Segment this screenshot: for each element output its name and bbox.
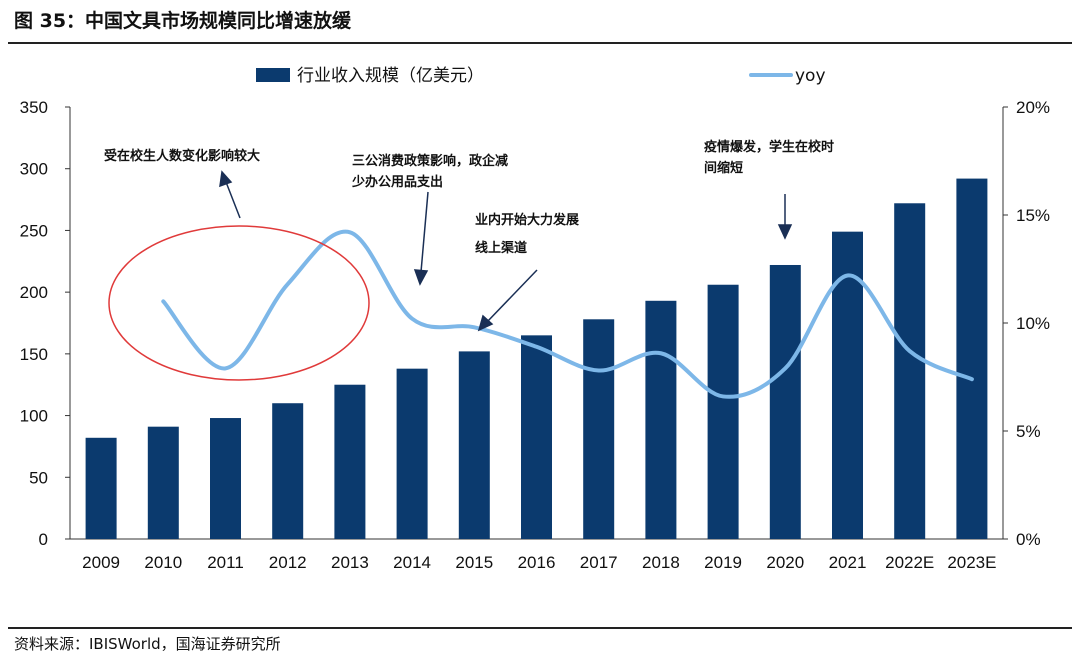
left-tick-label: 100 — [20, 407, 48, 426]
x-tick-label: 2016 — [518, 553, 556, 572]
arrow-policy — [413, 191, 429, 286]
arrow-enrollment — [219, 170, 241, 219]
right-tick-label: 0% — [1016, 530, 1041, 549]
yoy-line — [161, 229, 974, 399]
legend-line-label: yoy — [795, 66, 826, 86]
bar-2019 — [707, 284, 739, 539]
x-tick-label: 2012 — [269, 553, 307, 572]
bar-2022E — [894, 203, 926, 539]
x-tick-label: 2023E — [947, 553, 996, 572]
x-tick-label: 2022E — [885, 553, 934, 572]
bar-2017 — [583, 319, 615, 539]
annotation-covid-line1: 疫情爆发，学生在校时 — [704, 139, 834, 155]
left-tick-label: 350 — [20, 98, 48, 117]
right-tick-label: 15% — [1016, 206, 1050, 225]
bar-2016 — [521, 335, 552, 539]
x-tick-label: 2014 — [393, 553, 431, 572]
highlight-ellipse — [108, 225, 370, 381]
legend-bar-label: 行业收入规模（亿美元） — [297, 66, 484, 86]
left-tick-label: 250 — [20, 221, 48, 240]
annotation-online-line2: 线上渠道 — [475, 240, 527, 256]
bottom-divider — [8, 627, 1072, 629]
x-tick-label: 2010 — [144, 553, 182, 572]
right-tick-label: 5% — [1016, 422, 1041, 441]
annotation-enrollment: 受在校生人数变化影响较大 — [104, 148, 260, 164]
bar-2012 — [272, 403, 304, 539]
arrow-online — [477, 269, 538, 332]
arrow-covid — [777, 194, 793, 240]
right-axis-ticks: 0% 5% 10% 15% 20% — [1003, 98, 1050, 549]
x-axis-labels: 2009 2010 2011 2012 2013 2014 2015 2016 2017 2018… — [82, 553, 996, 572]
bar-2020 — [769, 264, 801, 539]
left-tick-label: 150 — [20, 345, 48, 364]
left-tick-label: 200 — [20, 283, 48, 302]
bar-2018 — [645, 300, 677, 539]
bar-2011 — [210, 418, 241, 539]
x-tick-label: 2018 — [642, 553, 680, 572]
x-tick-label: 2017 — [580, 553, 618, 572]
legend-bar-swatch — [256, 68, 290, 82]
bar-series — [85, 178, 988, 540]
x-tick-label: 2021 — [829, 553, 867, 572]
annotation-covid-line2: 间缩短 — [704, 160, 743, 176]
right-tick-label: 20% — [1016, 98, 1050, 117]
source-note: 资料来源：IBISWorld，国海证券研究所 — [14, 635, 281, 653]
top-divider — [8, 42, 1072, 44]
annotation-online-line1: 业内开始大力发展 — [475, 212, 580, 228]
left-tick-label: 50 — [29, 468, 48, 487]
x-tick-label: 2009 — [82, 553, 120, 572]
x-tick-label: 2013 — [331, 553, 369, 572]
x-tick-label: 2011 — [207, 553, 244, 572]
left-tick-label: 300 — [20, 160, 48, 179]
x-tick-label: 2019 — [704, 553, 742, 572]
yoy-line-layer — [161, 229, 974, 399]
x-tick-label: 2015 — [455, 553, 493, 572]
x-tick-label: 2020 — [766, 553, 804, 572]
left-tick-label: 0 — [39, 530, 48, 549]
left-axis-ticks: 0 50 100 150 200 250 300 350 — [20, 98, 70, 549]
bar-2010 — [147, 426, 179, 539]
bar-2013 — [334, 384, 366, 539]
bar-2014 — [396, 368, 428, 539]
annotation-policy-line1: 三公消费政策影响，政企减 — [352, 153, 508, 169]
bar-2023E — [956, 178, 988, 540]
bar-2015 — [458, 351, 490, 539]
bar-2009 — [85, 437, 117, 539]
right-tick-label: 10% — [1016, 314, 1050, 333]
annotation-policy-line2: 少办公用品支出 — [351, 174, 443, 190]
page-title: 图 35：中国文具市场规模同比增速放缓 — [14, 10, 352, 32]
